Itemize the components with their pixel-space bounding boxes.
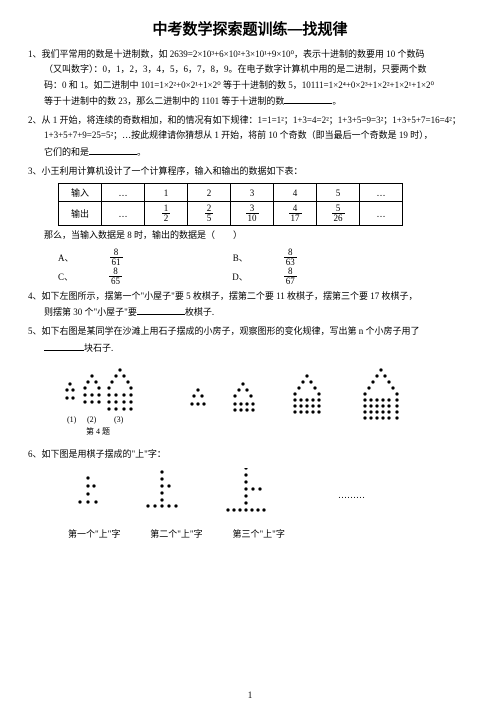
- blank-1: [284, 93, 332, 104]
- question-4: 4、如下左图所示，摆第一个"小屋子"要 5 枚棋子，摆第二个要 11 枚棋子，摆…: [28, 289, 472, 321]
- fraction: 867: [284, 267, 333, 286]
- svg-text:(2): (2): [87, 415, 97, 424]
- shang-figure: ………: [58, 468, 438, 520]
- q6-lead: 6、如下图是用棋子摆成的"上"字：: [28, 449, 166, 459]
- cell: 25: [188, 202, 231, 226]
- cell: 526: [317, 202, 360, 226]
- blank-2: [89, 144, 137, 155]
- cell: 5: [317, 184, 360, 202]
- cell: 1: [145, 184, 188, 202]
- cell: 310: [231, 202, 274, 226]
- cap-1: 第一个"上"字: [68, 527, 148, 540]
- fig4-caption: 第 4 题: [86, 426, 110, 436]
- question-1: 1、我们平常用的数是十进制数，如 2639=2×10³+6×10²+3×10¹+…: [28, 47, 472, 109]
- page: 中考数学探索题训练—找规律 1、我们平常用的数是十进制数，如 2639=2×10…: [0, 0, 500, 706]
- fraction: 863: [284, 248, 333, 267]
- shang-figure-row: ………: [58, 468, 472, 525]
- fraction: 865: [109, 267, 158, 286]
- cell: 12: [145, 202, 188, 226]
- table-row-input: 输入 … 1 2 3 4 5 …: [59, 184, 403, 202]
- cell: …: [360, 184, 403, 202]
- cell: …: [102, 184, 145, 202]
- fraction: 417: [289, 204, 302, 223]
- fraction: 310: [246, 204, 259, 223]
- q4-line2a: 则摆第 30 个"小屋子"要: [28, 307, 137, 317]
- houses-figure: (1) (2) (3) 第 4 题: [58, 362, 478, 440]
- choice-a: A、861: [58, 248, 195, 267]
- blank-5: [44, 340, 84, 351]
- table-row-output: 输出 … 12 25 310 417 526 …: [59, 202, 403, 226]
- q2-line3a: 它们的和是: [28, 147, 89, 157]
- svg-text:(3): (3): [114, 415, 124, 424]
- q5-line2: 块石子.: [84, 343, 113, 353]
- figure-row: (1) (2) (3) 第 4 题: [58, 362, 472, 445]
- cell: …: [360, 202, 403, 226]
- question-5: 5、如下右图是某同学在沙滩上用石子摆成的小房子，观察图形的变化规律，写出第 n …: [28, 324, 472, 356]
- q1-line3: 码：0 和 1。如二进制中 101=1×2²+0×2¹+1×2⁰ 等于十进制的数…: [28, 80, 434, 90]
- q3-after: 那么，当输入数据是 8 时，输出的数据是（ ）: [28, 228, 472, 243]
- choice-c: C、865: [58, 267, 194, 286]
- cell: 4: [274, 184, 317, 202]
- question-3: 3、小王利用计算机设计了一个计算程序，输入和输出的数据如下表：: [28, 164, 472, 179]
- q1-line4a: 等于十进制中的数 23，那么二进制中的 1101 等于十进制的数: [28, 96, 284, 106]
- cap-2: 第二个"上"字: [150, 527, 230, 540]
- q4-line1: 4、如下左图所示，摆第一个"小屋子"要 5 枚棋子，摆第二个要 11 枚棋子，摆…: [28, 291, 418, 301]
- ellipsis-dots: ………: [338, 490, 365, 500]
- q1-line2: （又叫数字）：0，1，2，3，4，5，6，7，8，9。在电子数字计算机中用的是二…: [28, 64, 427, 74]
- fraction: 861: [110, 248, 159, 267]
- question-6: 6、如下图是用棋子摆成的"上"字：: [28, 447, 472, 462]
- q3-lead: 3、小王利用计算机设计了一个计算程序，输入和输出的数据如下表：: [28, 166, 303, 176]
- svg-text:(1): (1): [67, 415, 77, 424]
- cell: 2: [188, 184, 231, 202]
- question-2: 2、从 1 开始，将连续的奇数相加，和的情况有如下规律：1=1=1²；1+3=4…: [28, 113, 472, 160]
- page-number: 1: [0, 690, 500, 700]
- cell: 输入: [59, 184, 102, 202]
- page-title: 中考数学探索题训练—找规律: [28, 18, 472, 39]
- choice-b: B、863: [233, 248, 369, 267]
- io-table: 输入 … 1 2 3 4 5 … 输出 … 12 25 310 417 526 …: [58, 183, 403, 226]
- fraction: 12: [162, 204, 171, 223]
- blank-4: [137, 304, 185, 315]
- q2-line2: 1+3+5+7+9=25=5²；…按此规律请你猜想从 1 开始，将前 10 个奇…: [28, 130, 433, 140]
- shang-captions: 第一个"上"字 第二个"上"字 第三个"上"字: [28, 527, 472, 540]
- cap-3: 第三个"上"字: [233, 527, 313, 540]
- q2-line3b: 。: [137, 147, 146, 157]
- q5-line1: 5、如下右图是某同学在沙滩上用石子摆成的小房子，观察图形的变化规律，写出第 n …: [28, 326, 420, 336]
- fraction: 526: [332, 204, 345, 223]
- q2-line1: 2、从 1 开始，将连续的奇数相加，和的情况有如下规律：1=1=1²；1+3=4…: [28, 115, 461, 125]
- cell: 417: [274, 202, 317, 226]
- choice-d: D、867: [232, 267, 369, 286]
- q3-choices: A、861 B、863 C、865 D、867: [28, 248, 472, 286]
- cell: 输出: [59, 202, 102, 226]
- q1-line1: 1、我们平常用的数是十进制数，如 2639=2×10³+6×10²+3×10¹+…: [28, 49, 425, 59]
- fraction: 25: [205, 204, 214, 223]
- q1-line4b: 。: [332, 96, 341, 106]
- q4-line2b: 枚棋子.: [185, 307, 214, 317]
- cell: 3: [231, 184, 274, 202]
- cell: …: [102, 202, 145, 226]
